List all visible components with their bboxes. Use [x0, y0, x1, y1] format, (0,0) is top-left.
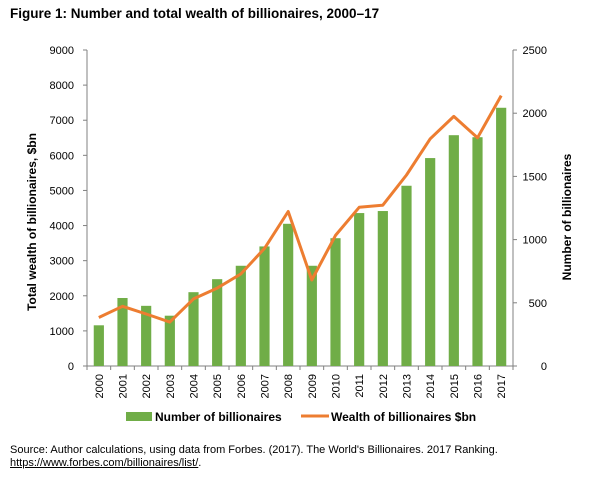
bar	[212, 279, 223, 366]
x-tick-label: 2002	[141, 374, 153, 398]
x-tick-label: 2013	[402, 374, 414, 398]
x-tick-label: 2014	[425, 374, 437, 398]
x-tick-label: 2015	[449, 374, 461, 398]
right-y-tick-label: 1000	[523, 235, 547, 247]
x-tick-label: 2004	[189, 374, 201, 398]
x-tick-label: 2009	[307, 374, 319, 398]
line-series	[98, 94, 503, 324]
x-tick-label: 2016	[473, 374, 485, 398]
bar	[235, 265, 246, 366]
x-tick-label: 2011	[354, 374, 366, 398]
left-y-tick-label: 3000	[50, 256, 74, 268]
source-text: Source: Author calculations, using data …	[10, 444, 498, 456]
x-tick-label: 2008	[283, 374, 295, 398]
left-y-tick-label: 0	[68, 361, 74, 373]
right-y-tick-label: 2500	[523, 45, 547, 57]
bar	[259, 246, 270, 366]
wealth-line	[98, 94, 503, 324]
x-tick-label: 2000	[94, 374, 106, 398]
bar	[472, 137, 483, 366]
bar	[496, 107, 507, 366]
bar	[401, 185, 412, 366]
left-y-tick-label: 1000	[50, 326, 74, 338]
right-y-tick-label: 500	[529, 298, 547, 310]
left-y-tick-label: 2000	[50, 291, 74, 303]
left-y-tick-label: 9000	[50, 45, 74, 57]
left-y-tick-labels: 0 1000 2000 3000 4000 5000 6000 7000 8000 9000	[50, 45, 74, 373]
left-y-tick-label: 5000	[50, 185, 74, 197]
right-axis-title: Number of billionaires	[560, 153, 574, 280]
bar	[306, 265, 317, 366]
bar	[188, 292, 199, 366]
chart-title: Figure 1: Number and total wealth of bil…	[10, 6, 380, 21]
right-y-tick-label: 2000	[523, 108, 547, 120]
right-y-tick-label: 1500	[523, 171, 547, 183]
source-note: Source: Author calculations, using data …	[10, 444, 595, 470]
x-tick-label: 2017	[496, 374, 508, 398]
bar-series	[93, 107, 507, 366]
bar	[377, 211, 388, 366]
source-link[interactable]: https://www.forbes.com/billionaires/list…	[10, 457, 199, 469]
left-y-tick-label: 4000	[50, 221, 74, 233]
right-y-tick-labels: 0 500 1000 1500 2000 2500	[523, 45, 547, 373]
legend-swatch-bars	[126, 412, 152, 421]
left-y-tick-label: 7000	[50, 115, 74, 127]
bar	[93, 325, 104, 366]
bar	[448, 135, 459, 366]
bar	[164, 315, 175, 366]
x-tick-label: 2012	[378, 374, 390, 398]
x-tick-labels: 2000 2001 2002 2003 2004 2005 2006 2007 2008 2009…	[94, 374, 508, 398]
chart-axes	[83, 49, 517, 370]
bar	[117, 297, 128, 366]
left-y-tick-label: 8000	[50, 80, 74, 92]
legend-label-line: Wealth of billionaires $bn	[331, 410, 476, 424]
source-link-suffix: .	[198, 457, 202, 469]
legend-label-bars: Number of billionaires	[155, 410, 282, 424]
x-tick-label: 2001	[118, 374, 130, 398]
bar	[141, 305, 152, 366]
x-tick-label: 2006	[236, 374, 248, 398]
bar	[330, 238, 341, 366]
x-tick-label: 2010	[331, 374, 343, 398]
legend: Number of billionaires Wealth of billion…	[126, 410, 476, 424]
bar	[283, 223, 294, 366]
bar	[354, 213, 365, 366]
right-y-tick-label: 0	[541, 361, 547, 373]
x-tick-label: 2007	[260, 374, 272, 398]
x-tick-label: 2003	[165, 374, 177, 398]
bar	[425, 158, 436, 366]
x-tick-label: 2005	[212, 374, 224, 398]
left-y-tick-label: 6000	[50, 150, 74, 162]
left-axis-title: Total wealth of billionaires, $bn	[25, 133, 39, 311]
